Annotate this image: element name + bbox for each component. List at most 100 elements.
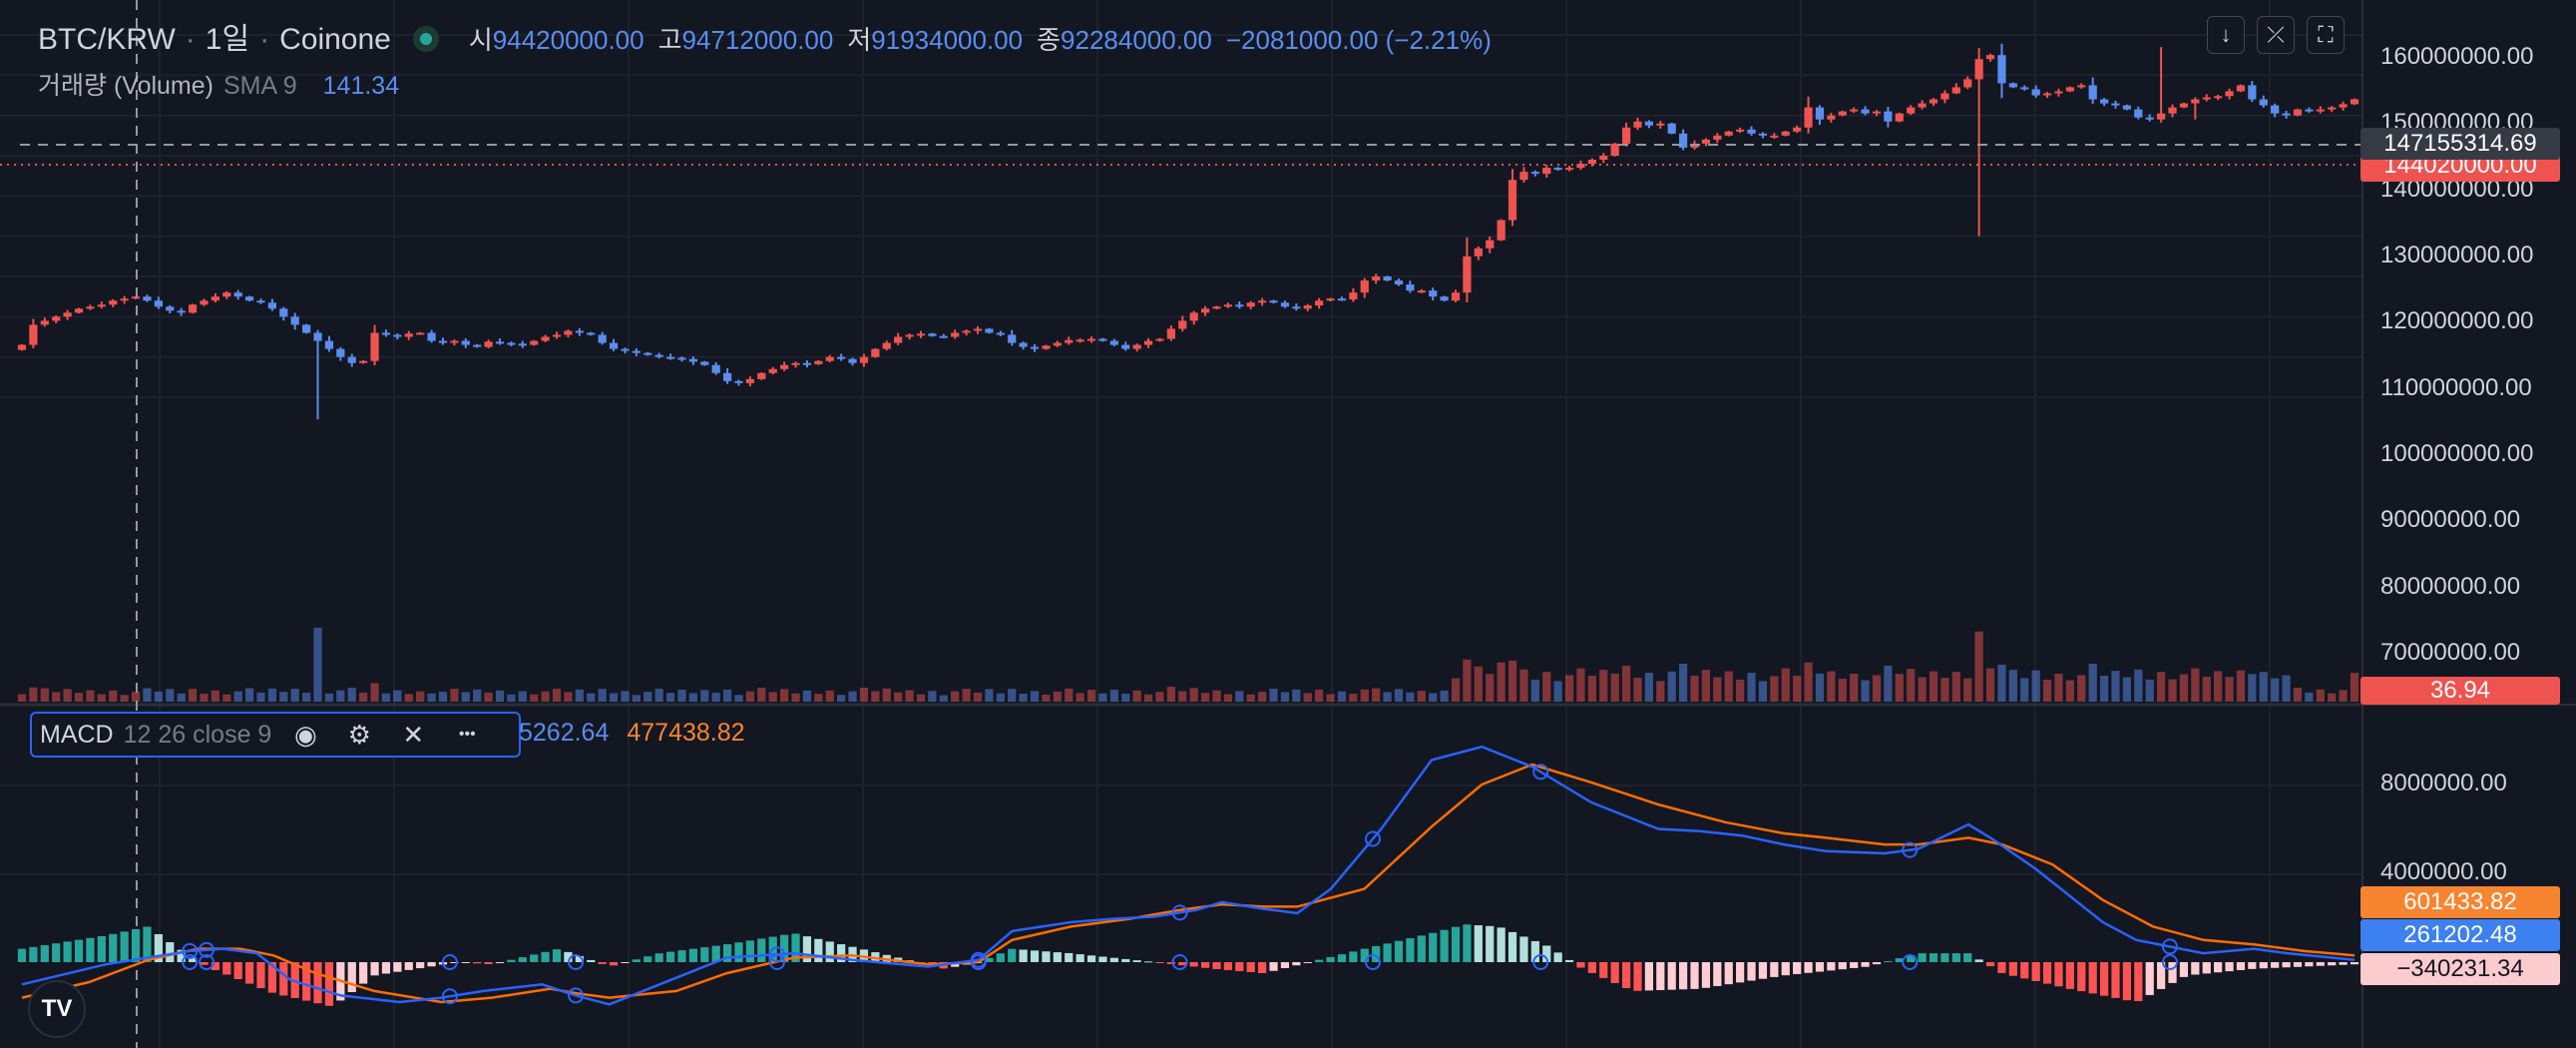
candle-body: [1417, 290, 1426, 293]
histogram-bar: [2122, 962, 2132, 1001]
volume-bar: [859, 688, 869, 702]
candle-body: [1804, 107, 1813, 128]
macd-params: 12 26 close 9: [123, 720, 272, 749]
close-icon[interactable]: ✕: [402, 719, 425, 750]
cross-marker: [441, 988, 458, 1005]
candle-body: [1929, 99, 1938, 104]
price-axis-label: 120000000.00: [2380, 307, 2534, 334]
histogram-bar: [267, 962, 277, 993]
candle-body: [222, 292, 231, 297]
volume-bar: [1907, 669, 1916, 702]
price-axis-label: 130000000.00: [2380, 242, 2534, 268]
candle-body: [598, 334, 607, 343]
volume-tag: 36.94: [2361, 677, 2560, 705]
candle-body: [722, 372, 732, 381]
market-status-icon[interactable]: [412, 26, 439, 52]
volume-bar: [1086, 690, 1096, 702]
candle-body: [63, 312, 72, 317]
volume-bar: [1178, 691, 1187, 702]
volume-bar: [1553, 681, 1562, 702]
histogram-bar: [665, 951, 675, 962]
candle-body: [654, 354, 663, 357]
histogram-bar: [1337, 954, 1347, 962]
eye-icon[interactable]: ◉: [293, 719, 317, 750]
interval-label[interactable]: 1일: [205, 23, 250, 56]
candle-body: [1656, 123, 1665, 126]
volume-bar: [654, 689, 663, 702]
macd-signal-line: [21, 763, 2356, 1004]
macd-legend[interactable]: MACD 12 26 close 9 ◉ ⚙ ✕ •••: [30, 712, 521, 758]
volume-bar: [404, 694, 413, 702]
histogram-bar: [2008, 962, 2017, 976]
candle-body: [985, 328, 994, 333]
histogram-bar: [1383, 943, 1392, 962]
symbol-legend[interactable]: BTC/KRW · 1일 · Coinone 시94420000.00 고947…: [38, 14, 1492, 58]
symbol-name[interactable]: BTC/KRW: [38, 23, 176, 56]
volume-bar: [564, 692, 573, 702]
histogram-bar: [1667, 962, 1676, 990]
histogram-bar: [1065, 952, 1073, 962]
volume-bar: [1667, 671, 1676, 702]
histogram-bar: [1793, 962, 1802, 974]
maximize-pane-icon[interactable]: ⛶: [2307, 16, 2345, 54]
volume-legend[interactable]: 거래량 (Volume) SMA 9 141.34: [38, 66, 399, 102]
candle-body: [2008, 83, 2017, 88]
volume-bar: [598, 689, 607, 702]
candle-body: [1907, 107, 1916, 114]
volume-bar: [74, 693, 84, 702]
volume-bar: [882, 688, 891, 702]
volume-bar: [1440, 690, 1449, 702]
volume-bar: [1030, 691, 1040, 702]
volume-bar: [1963, 678, 1972, 702]
candle-body: [621, 348, 630, 351]
histogram-bar: [1564, 959, 1574, 962]
candle-body: [450, 340, 459, 343]
tradingview-logo[interactable]: TV: [28, 980, 86, 1038]
volume-bar: [916, 694, 926, 702]
candle-body: [871, 348, 880, 357]
candle-body: [1178, 320, 1187, 329]
histogram-bar: [1155, 962, 1164, 963]
price-axis-label: 80000000.00: [2380, 573, 2521, 600]
candle-body: [1132, 344, 1141, 349]
histogram-bar: [1861, 962, 1870, 967]
histogram-bar: [1223, 962, 1233, 970]
candle-body: [1918, 103, 1927, 108]
volume-bar: [871, 691, 880, 702]
candle-body: [1383, 276, 1392, 281]
more-icon[interactable]: •••: [458, 726, 476, 743]
candle-body: [780, 364, 789, 369]
candle-body: [768, 368, 777, 373]
volume-bar: [1360, 689, 1369, 702]
histogram-bar: [951, 962, 960, 967]
histogram-bar: [1553, 952, 1562, 962]
gear-icon[interactable]: ⚙: [347, 719, 371, 750]
volume-ma-label: SMA 9: [222, 72, 297, 100]
histogram-bar: [1587, 962, 1596, 973]
histogram-bar: [518, 957, 527, 962]
candle-body: [1519, 172, 1528, 181]
candle-body: [1679, 133, 1688, 148]
histogram-bar: [711, 945, 720, 962]
candle-body: [1098, 338, 1107, 341]
candle-body: [244, 296, 254, 301]
volume-bar: [2122, 677, 2132, 702]
pane-buttons: ↓ ⤫ ⛶: [2207, 16, 2345, 54]
candle-body: [1713, 135, 1722, 140]
histogram-bar: [1292, 962, 1301, 966]
candle-body: [2179, 103, 2189, 108]
volume-bar: [1895, 674, 1904, 702]
cross-marker: [1365, 954, 1382, 970]
candle-body: [2168, 107, 2177, 114]
volume-bar: [211, 690, 219, 702]
candle-body: [1223, 304, 1233, 307]
move-down-icon[interactable]: ↓: [2207, 16, 2245, 54]
candle-body: [1507, 180, 1517, 221]
histogram-bar: [97, 935, 106, 962]
candle-body: [552, 334, 562, 337]
histogram-bar: [1827, 962, 1836, 971]
collapse-pane-icon[interactable]: ⤫: [2257, 16, 2295, 54]
histogram-bar: [507, 959, 516, 962]
macd-value-signal: 477438.82: [627, 719, 745, 747]
